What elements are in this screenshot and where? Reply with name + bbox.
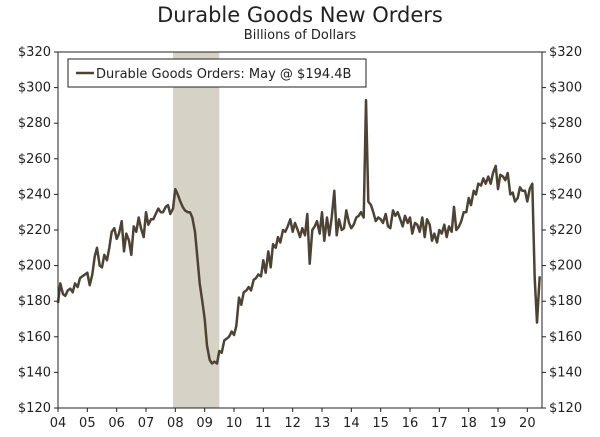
y-tick-right: $260 — [542, 152, 582, 167]
y-tick-right: $300 — [542, 81, 582, 96]
y-tick-label: $220 — [549, 223, 582, 238]
y-tick-left: $140 — [18, 365, 58, 380]
x-tick: 18 — [460, 408, 477, 431]
x-tick-label: 12 — [284, 416, 301, 431]
y-tick-label: $240 — [549, 187, 582, 202]
x-tick: 08 — [167, 408, 184, 431]
x-tick: 19 — [490, 408, 507, 431]
y-tick-right: $320 — [542, 45, 582, 60]
x-tick-label: 05 — [79, 416, 96, 431]
y-tick-left: $220 — [18, 223, 58, 238]
x-tick: 14 — [343, 408, 360, 431]
x-tick-label: 18 — [460, 416, 477, 431]
y-tick-left: $280 — [18, 116, 58, 131]
x-tick-label: 20 — [519, 416, 536, 431]
y-tick-left: $160 — [18, 330, 58, 345]
y-tick-label: $320 — [549, 45, 582, 60]
y-tick-left: $260 — [18, 152, 58, 167]
y-tick-label: $240 — [18, 187, 51, 202]
x-axis: 04 05 06 07 08 09 10 11 12 13 14 15 16 17 18 19 20 — [50, 408, 536, 431]
x-tick-label: 16 — [402, 416, 419, 431]
x-tick: 16 — [402, 408, 419, 431]
y-tick-left: $240 — [18, 187, 58, 202]
x-tick-label: 04 — [50, 416, 67, 431]
x-tick-label: 07 — [138, 416, 155, 431]
plot-frame — [57, 51, 543, 409]
x-tick: 05 — [79, 408, 96, 431]
x-tick: 17 — [431, 408, 448, 431]
x-tick-label: 15 — [372, 416, 389, 431]
y-tick-label: $180 — [549, 294, 582, 309]
y-tick-label: $180 — [18, 294, 51, 309]
series-line-durable-goods-orders — [56, 98, 541, 365]
legend: Durable Goods Orders: May @ $194.4B — [67, 58, 367, 88]
y-tick-label: $320 — [18, 45, 51, 60]
y-tick-label: $140 — [549, 365, 582, 380]
y-axis-right: $120 $140 $160 $180 $200 $220 $240 $260 $280 $300… — [542, 45, 582, 416]
y-tick-right: $120 — [542, 401, 582, 416]
y-tick-label: $120 — [549, 401, 582, 416]
x-tick: 20 — [519, 408, 536, 431]
x-tick: 15 — [372, 408, 389, 431]
y-tick-label: $140 — [18, 365, 51, 380]
y-tick-label: $300 — [18, 81, 51, 96]
y-tick-label: $260 — [18, 152, 51, 167]
y-tick-right: $180 — [542, 294, 582, 309]
recession-shading — [172, 52, 220, 408]
x-tick: 11 — [255, 408, 272, 431]
y-tick-right: $160 — [542, 330, 582, 345]
chart-title: Durable Goods New Orders — [157, 3, 443, 27]
y-tick-right: $280 — [542, 116, 582, 131]
y-tick-label: $300 — [549, 81, 582, 96]
x-tick: 13 — [314, 408, 331, 431]
y-tick-left: $300 — [18, 81, 58, 96]
legend-label: Durable Goods Orders: May @ $194.4B — [96, 67, 351, 82]
x-tick: 10 — [226, 408, 243, 431]
x-tick-label: 06 — [108, 416, 125, 431]
y-tick-left: $120 — [18, 401, 58, 416]
x-tick-label: 17 — [431, 416, 448, 431]
x-tick-label: 14 — [343, 416, 360, 431]
y-tick-right: $200 — [542, 259, 582, 274]
y-tick-label: $280 — [549, 116, 582, 131]
y-tick-right: $140 — [542, 365, 582, 380]
y-tick-label: $160 — [549, 330, 582, 345]
y-tick-label: $260 — [549, 152, 582, 167]
y-tick-left: $200 — [18, 259, 58, 274]
x-tick-label: 10 — [226, 416, 243, 431]
x-tick-label: 19 — [490, 416, 507, 431]
y-tick-label: $220 — [18, 223, 51, 238]
x-tick: 09 — [196, 408, 213, 431]
y-axis-left: $120 $140 $160 $180 $200 $220 $240 $260 $280 $300… — [18, 45, 58, 416]
y-tick-right: $240 — [542, 187, 582, 202]
x-tick: 06 — [108, 408, 125, 431]
x-tick-label: 09 — [196, 416, 213, 431]
y-tick-label: $120 — [18, 401, 51, 416]
x-tick: 07 — [138, 408, 155, 431]
chart-subtitle: Billions of Dollars — [243, 28, 357, 43]
y-tick-right: $220 — [542, 223, 582, 238]
y-tick-label: $200 — [549, 259, 582, 274]
x-tick-label: 08 — [167, 416, 184, 431]
x-tick: 12 — [284, 408, 301, 431]
x-tick-label: 11 — [255, 416, 272, 431]
y-tick-left: $320 — [18, 45, 58, 60]
y-tick-label: $160 — [18, 330, 51, 345]
y-tick-label: $280 — [18, 116, 51, 131]
x-tick: 04 — [50, 408, 67, 431]
legend-box — [67, 58, 367, 88]
y-tick-left: $180 — [18, 294, 58, 309]
y-tick-label: $200 — [18, 259, 51, 274]
x-tick-label: 13 — [314, 416, 331, 431]
